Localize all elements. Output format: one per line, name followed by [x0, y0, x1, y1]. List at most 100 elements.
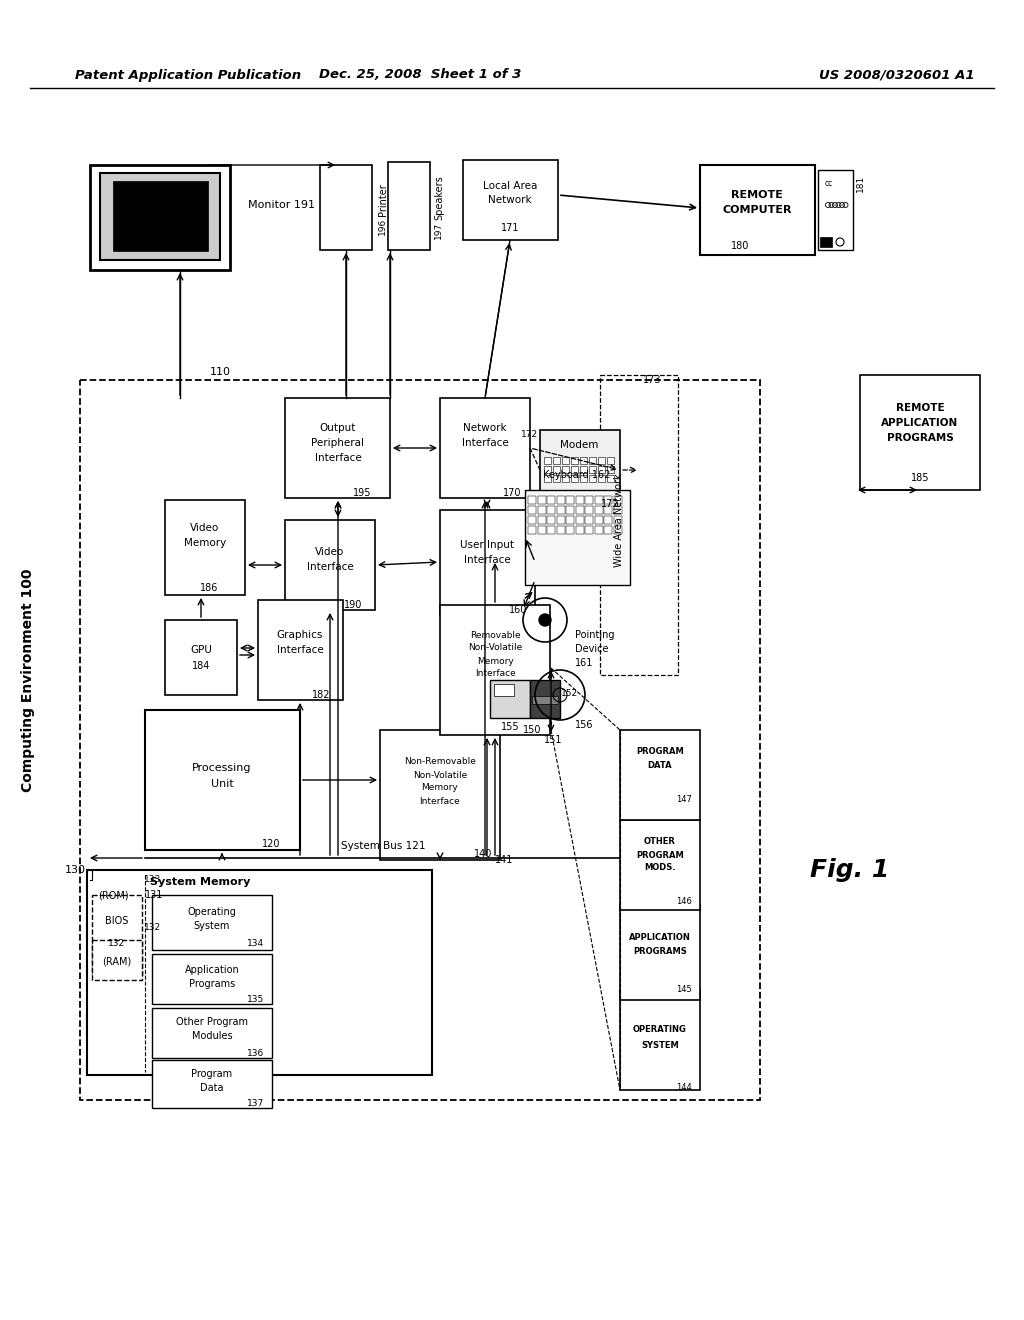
- FancyBboxPatch shape: [556, 525, 564, 535]
- Text: Interface: Interface: [314, 453, 361, 463]
- FancyBboxPatch shape: [607, 457, 614, 465]
- Text: 145: 145: [676, 986, 692, 994]
- FancyBboxPatch shape: [463, 160, 558, 240]
- FancyBboxPatch shape: [585, 506, 593, 513]
- Text: Local Area: Local Area: [482, 181, 538, 191]
- Text: Removable: Removable: [470, 631, 520, 639]
- Text: 137: 137: [247, 1100, 264, 1109]
- FancyBboxPatch shape: [440, 399, 530, 498]
- FancyBboxPatch shape: [528, 496, 536, 504]
- FancyBboxPatch shape: [92, 895, 142, 975]
- Text: (ROM): (ROM): [97, 890, 128, 900]
- Text: Fig. 1: Fig. 1: [810, 858, 889, 882]
- FancyBboxPatch shape: [87, 870, 432, 1074]
- FancyBboxPatch shape: [589, 466, 596, 473]
- Text: Pointing: Pointing: [575, 630, 614, 640]
- Text: Modem: Modem: [560, 440, 598, 450]
- Text: Program: Program: [191, 1069, 232, 1078]
- FancyBboxPatch shape: [580, 475, 587, 482]
- Text: Output: Output: [319, 422, 356, 433]
- Text: Operating: Operating: [187, 907, 237, 917]
- FancyBboxPatch shape: [553, 466, 560, 473]
- FancyBboxPatch shape: [607, 475, 614, 482]
- FancyBboxPatch shape: [820, 238, 831, 247]
- FancyBboxPatch shape: [538, 496, 546, 504]
- Text: 120: 120: [261, 840, 280, 849]
- FancyBboxPatch shape: [113, 181, 208, 251]
- FancyBboxPatch shape: [566, 496, 574, 504]
- Text: US 2008/0320601 A1: US 2008/0320601 A1: [819, 69, 975, 82]
- Text: PROGRAMS: PROGRAMS: [633, 948, 687, 957]
- Text: 132: 132: [109, 940, 126, 949]
- FancyBboxPatch shape: [585, 525, 593, 535]
- FancyBboxPatch shape: [575, 506, 584, 513]
- Text: System Bus 121: System Bus 121: [341, 841, 425, 851]
- Text: Peripheral: Peripheral: [311, 438, 365, 447]
- FancyBboxPatch shape: [388, 162, 430, 249]
- Circle shape: [539, 614, 551, 626]
- Text: 110: 110: [210, 367, 230, 378]
- FancyBboxPatch shape: [595, 506, 602, 513]
- FancyBboxPatch shape: [152, 1060, 272, 1107]
- Text: Unit: Unit: [211, 779, 233, 789]
- FancyBboxPatch shape: [589, 457, 596, 465]
- FancyBboxPatch shape: [575, 525, 584, 535]
- FancyBboxPatch shape: [818, 170, 853, 249]
- FancyBboxPatch shape: [440, 510, 535, 615]
- Text: 144: 144: [676, 1084, 692, 1093]
- Text: 195: 195: [352, 488, 371, 498]
- Text: 134: 134: [247, 940, 264, 949]
- Text: COMPUTER: COMPUTER: [722, 205, 792, 215]
- Text: System Memory: System Memory: [150, 876, 250, 887]
- Text: 136: 136: [247, 1049, 264, 1059]
- FancyBboxPatch shape: [100, 173, 220, 260]
- FancyBboxPatch shape: [165, 620, 237, 696]
- FancyBboxPatch shape: [553, 475, 560, 482]
- Text: 146: 146: [676, 898, 692, 907]
- FancyBboxPatch shape: [613, 525, 622, 535]
- Text: 141: 141: [495, 855, 513, 865]
- FancyBboxPatch shape: [575, 496, 584, 504]
- Text: Memory: Memory: [476, 656, 513, 665]
- FancyBboxPatch shape: [620, 990, 700, 1090]
- Text: Memory: Memory: [422, 784, 459, 792]
- Text: Interface: Interface: [276, 645, 324, 655]
- FancyBboxPatch shape: [544, 475, 551, 482]
- Text: Network: Network: [488, 195, 531, 205]
- Text: Interface: Interface: [462, 438, 508, 447]
- Text: Data: Data: [201, 1082, 224, 1093]
- FancyBboxPatch shape: [528, 525, 536, 535]
- Text: 152: 152: [561, 689, 579, 697]
- Text: Non-Volatile: Non-Volatile: [413, 771, 467, 780]
- Text: 197: 197: [434, 222, 443, 239]
- Text: 184: 184: [191, 661, 210, 671]
- FancyBboxPatch shape: [544, 457, 551, 465]
- Text: Interface: Interface: [475, 669, 515, 678]
- Text: Wide Area Network: Wide Area Network: [614, 473, 624, 566]
- FancyBboxPatch shape: [90, 165, 230, 271]
- Text: cc: cc: [825, 178, 834, 187]
- FancyBboxPatch shape: [145, 710, 300, 850]
- FancyBboxPatch shape: [556, 516, 564, 524]
- Text: BIOS: BIOS: [105, 916, 129, 927]
- FancyBboxPatch shape: [544, 466, 551, 473]
- FancyBboxPatch shape: [258, 601, 343, 700]
- FancyBboxPatch shape: [571, 466, 578, 473]
- Text: Graphics: Graphics: [276, 630, 324, 640]
- FancyBboxPatch shape: [440, 605, 550, 735]
- FancyBboxPatch shape: [571, 457, 578, 465]
- Text: Speakers: Speakers: [434, 176, 444, 220]
- FancyBboxPatch shape: [92, 940, 142, 979]
- FancyBboxPatch shape: [556, 496, 564, 504]
- Text: 151: 151: [544, 735, 562, 744]
- Text: Non-Removable: Non-Removable: [404, 758, 476, 767]
- Text: 156: 156: [575, 719, 594, 730]
- FancyBboxPatch shape: [285, 399, 390, 498]
- Text: 133: 133: [144, 875, 162, 884]
- FancyBboxPatch shape: [613, 516, 622, 524]
- Text: Processing: Processing: [193, 763, 252, 774]
- Text: 135: 135: [247, 995, 264, 1005]
- Text: User Input: User Input: [460, 540, 514, 550]
- Text: Network: Network: [463, 422, 507, 433]
- FancyBboxPatch shape: [580, 466, 587, 473]
